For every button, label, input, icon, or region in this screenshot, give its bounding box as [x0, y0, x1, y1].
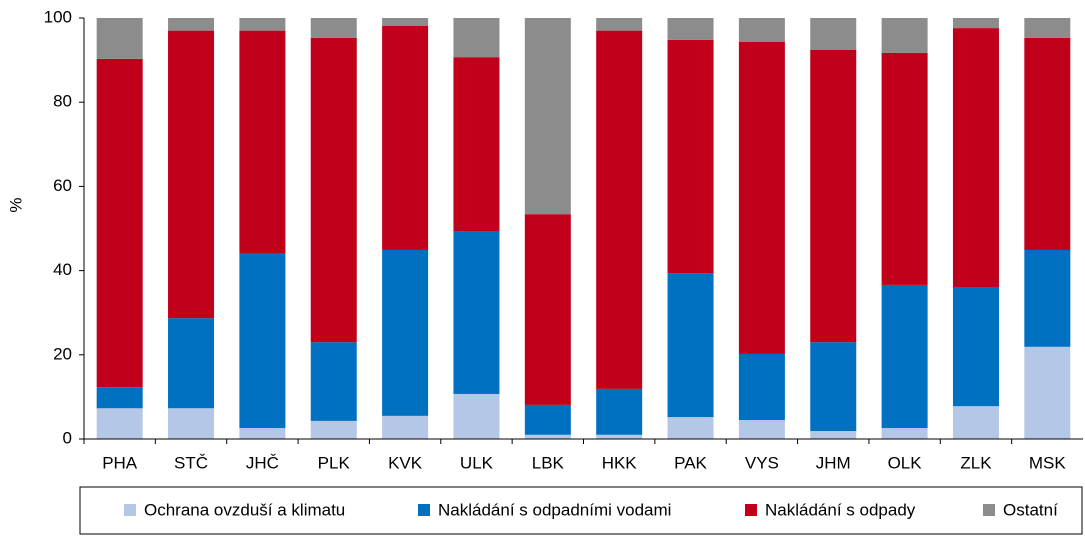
bar-segment [952, 406, 999, 439]
bar-segment [453, 18, 500, 58]
y-tick-label: 60 [53, 176, 72, 195]
y-tick-label: 80 [53, 92, 72, 111]
y-axis-label: % [6, 197, 25, 212]
x-tick-label: LBK [532, 453, 565, 472]
bar-segment [1024, 18, 1071, 38]
x-tick-label: PAK [674, 453, 707, 472]
bar-segment [96, 58, 143, 388]
bar-segment [96, 408, 143, 439]
x-tick-label: JHČ [246, 453, 279, 472]
legend-swatch [983, 504, 995, 516]
bar-segment [881, 52, 928, 285]
x-tick-label: PLK [318, 453, 351, 472]
bar-segment [881, 18, 928, 53]
bar-segment [952, 287, 999, 407]
x-tick-label: MSK [1029, 453, 1067, 472]
legend-label: Nakládání s odpady [765, 500, 916, 519]
legend-swatch [745, 504, 757, 516]
bar-segment [596, 18, 643, 31]
legend-label: Nakládání s odpadními vodami [438, 500, 671, 519]
bar-segment [524, 18, 571, 215]
bar-segment [239, 253, 286, 429]
x-tick-label: STČ [174, 453, 208, 472]
bar-segment [168, 318, 215, 409]
bar-segment [952, 18, 999, 29]
bar-segment [382, 25, 429, 250]
bar-segment [239, 18, 286, 31]
bar-segment [1024, 37, 1071, 250]
bar-segment [738, 18, 785, 42]
bar-segment [881, 428, 928, 439]
y-tick-label: 40 [53, 260, 72, 279]
bar-segment [810, 18, 857, 50]
legend-swatch [124, 504, 136, 516]
bar-segment [952, 28, 999, 288]
bar-segment [310, 18, 357, 38]
bar-segment [810, 49, 857, 343]
bar-segment [453, 57, 500, 232]
bar-segment [667, 417, 714, 439]
y-tick-label: 20 [53, 344, 72, 363]
bar-segment [667, 39, 714, 274]
bar-segment [168, 408, 215, 439]
bar-segment [596, 434, 643, 439]
bar-segment [810, 431, 857, 439]
bar-segment [239, 428, 286, 439]
bar-segment [738, 353, 785, 421]
bar-segment [524, 434, 571, 439]
y-tick-label: 0 [63, 428, 72, 447]
bar-segment [524, 404, 571, 435]
x-tick-label: VYS [745, 453, 779, 472]
legend-label: Ochrana ovzduší a klimatu [144, 500, 345, 519]
x-tick-label: JHM [816, 453, 851, 472]
bar-segment [1024, 249, 1071, 347]
bar-segment [524, 214, 571, 405]
bar-segment [168, 30, 215, 319]
bar-segment [239, 30, 286, 254]
bar-segment [382, 18, 429, 26]
bar-segment [596, 30, 643, 389]
bar-segment [738, 41, 785, 354]
x-tick-label: OLK [888, 453, 923, 472]
bar-segment [96, 387, 143, 409]
bar-segment [453, 393, 500, 439]
bar-segment [596, 388, 643, 435]
bar-segment [810, 342, 857, 432]
legend-swatch [418, 504, 430, 516]
x-tick-label: ULK [460, 453, 494, 472]
bar-segment [1024, 346, 1071, 439]
legend-label: Ostatní [1003, 500, 1058, 519]
bar-segment [168, 18, 215, 31]
y-tick-label: 100 [44, 7, 72, 26]
bar-segment [310, 420, 357, 439]
bar-segment [310, 342, 357, 421]
bar-segment [382, 249, 429, 416]
bar-segment [667, 273, 714, 418]
bar-segment [453, 231, 500, 394]
bar-segment [310, 37, 357, 343]
x-tick-label: KVK [388, 453, 423, 472]
bar-segment [881, 284, 928, 429]
x-tick-label: HKK [602, 453, 638, 472]
bar-segment [667, 18, 714, 40]
legend-box [79, 486, 1083, 535]
bar-segment [96, 18, 143, 59]
bar-segment [382, 415, 429, 439]
bar-segment [738, 420, 785, 439]
x-tick-label: ZLK [960, 453, 992, 472]
x-tick-label: PHA [102, 453, 138, 472]
